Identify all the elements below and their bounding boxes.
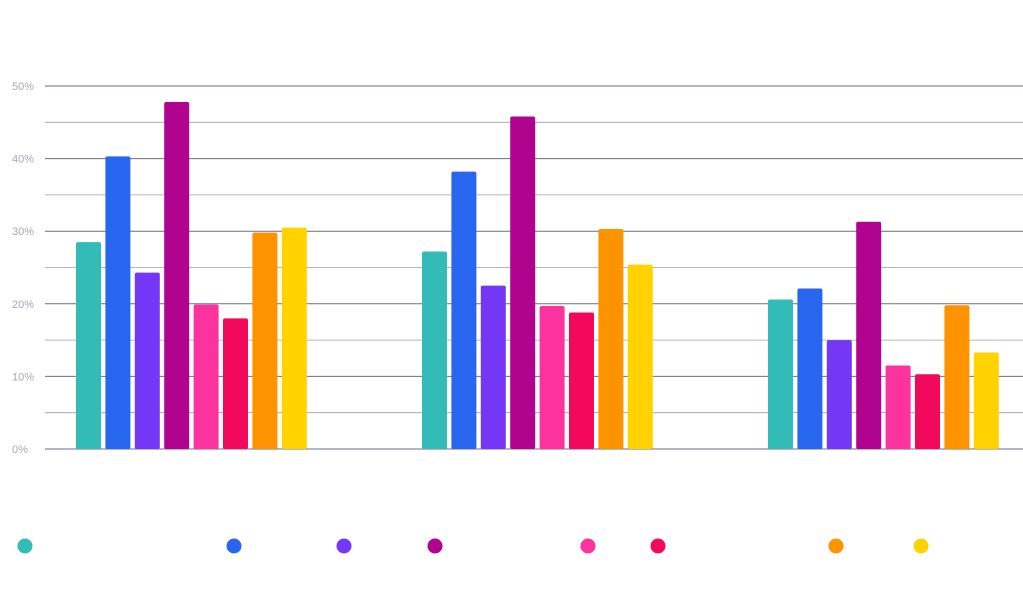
bars	[76, 101, 999, 450]
y-axis-ticks: 0% 10% 20% 30% 40% 50%	[12, 81, 34, 456]
bar	[223, 318, 248, 449]
bar	[627, 264, 653, 449]
legend	[17, 538, 929, 554]
y-tick-label: 40%	[12, 154, 34, 166]
legend-marker	[580, 538, 596, 554]
bar	[281, 227, 307, 449]
legend-marker	[828, 538, 844, 554]
bar	[915, 374, 940, 449]
bar	[973, 352, 999, 449]
y-tick-label: 50%	[12, 81, 34, 93]
bar	[422, 251, 447, 449]
bar	[480, 285, 506, 449]
bar	[252, 232, 278, 449]
legend-marker	[650, 538, 666, 554]
y-tick-label: 0%	[12, 444, 28, 456]
y-tick-label: 20%	[12, 299, 34, 311]
bar	[451, 171, 477, 449]
bar	[539, 305, 565, 449]
legend-marker	[913, 538, 929, 554]
bar	[164, 101, 190, 450]
legend-marker	[427, 538, 443, 554]
bar	[569, 312, 594, 449]
legend-marker	[336, 538, 352, 554]
bar	[193, 304, 219, 449]
y-tick-label: 30%	[12, 226, 34, 238]
bar	[768, 299, 793, 449]
bar	[885, 365, 911, 449]
bar	[510, 116, 536, 449]
legend-marker	[226, 538, 242, 554]
y-tick-label: 10%	[12, 371, 34, 383]
bar	[826, 340, 852, 449]
bar	[105, 156, 131, 449]
legend-marker	[17, 538, 33, 554]
bar	[76, 242, 101, 449]
bar	[797, 288, 823, 449]
bar	[134, 272, 160, 449]
bar	[598, 229, 624, 449]
bar	[944, 305, 970, 449]
bar	[856, 221, 882, 449]
